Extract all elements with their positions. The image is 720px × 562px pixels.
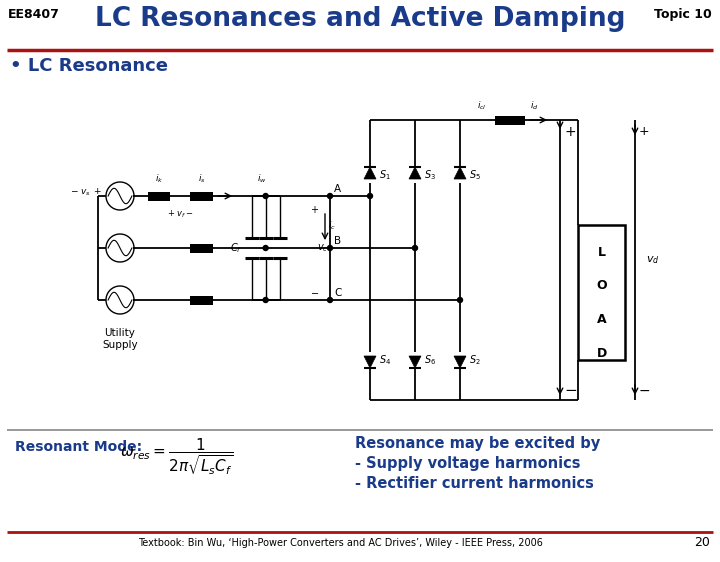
Text: $S_5$: $S_5$ bbox=[469, 168, 481, 182]
Text: $S_4$: $S_4$ bbox=[379, 353, 391, 367]
Text: Textbook: Bin Wu, ‘High-Power Converters and AC Drives’, Wiley - IEEE Press, 200: Textbook: Bin Wu, ‘High-Power Converters… bbox=[138, 538, 542, 548]
Text: $-$: $-$ bbox=[310, 287, 319, 297]
Text: +: + bbox=[564, 125, 575, 139]
Text: - Rectifier current harmonics: - Rectifier current harmonics bbox=[355, 476, 594, 491]
Text: Utility: Utility bbox=[104, 328, 135, 338]
Text: $i_d$: $i_d$ bbox=[530, 99, 539, 112]
Text: $S_1$: $S_1$ bbox=[379, 168, 391, 182]
Bar bbox=[578, 225, 625, 360]
Text: $S_6$: $S_6$ bbox=[424, 353, 436, 367]
Bar bbox=[190, 243, 213, 252]
Text: A: A bbox=[597, 313, 606, 326]
Bar bbox=[190, 192, 213, 201]
Circle shape bbox=[263, 246, 268, 251]
Text: $+$: $+$ bbox=[310, 204, 319, 215]
Circle shape bbox=[263, 297, 268, 302]
Bar bbox=[148, 192, 170, 201]
Text: Supply: Supply bbox=[102, 340, 138, 350]
Polygon shape bbox=[364, 356, 376, 368]
Circle shape bbox=[457, 297, 462, 302]
Polygon shape bbox=[409, 356, 421, 368]
Text: $v_c$: $v_c$ bbox=[317, 242, 328, 254]
Text: B: B bbox=[334, 236, 341, 246]
Polygon shape bbox=[454, 167, 466, 179]
Circle shape bbox=[328, 297, 333, 302]
Text: LC Resonances and Active Damping: LC Resonances and Active Damping bbox=[95, 6, 625, 32]
Text: O: O bbox=[596, 279, 607, 292]
Text: - Supply voltage harmonics: - Supply voltage harmonics bbox=[355, 456, 580, 471]
Text: 20: 20 bbox=[694, 536, 710, 549]
Text: −: − bbox=[639, 384, 651, 398]
Circle shape bbox=[328, 193, 333, 198]
Text: +: + bbox=[639, 125, 649, 138]
Bar bbox=[495, 116, 525, 125]
Text: D: D bbox=[596, 347, 607, 360]
Text: $-\ v_s\ +$: $-\ v_s\ +$ bbox=[71, 187, 103, 198]
Text: Resonant Mode:: Resonant Mode: bbox=[15, 440, 142, 454]
Circle shape bbox=[367, 193, 372, 198]
Text: $S_3$: $S_3$ bbox=[424, 168, 436, 182]
Text: • LC Resonance: • LC Resonance bbox=[10, 57, 168, 75]
Circle shape bbox=[263, 193, 268, 198]
Text: $S_2$: $S_2$ bbox=[469, 353, 481, 367]
Text: −: − bbox=[564, 383, 577, 398]
Bar bbox=[190, 296, 213, 305]
Text: $C_f$: $C_f$ bbox=[230, 241, 242, 255]
Polygon shape bbox=[364, 167, 376, 179]
Text: $\omega_{res} = \dfrac{1}{2\pi\sqrt{L_s C_f}}$: $\omega_{res} = \dfrac{1}{2\pi\sqrt{L_s … bbox=[120, 436, 233, 477]
Text: Resonance may be excited by: Resonance may be excited by bbox=[355, 436, 600, 451]
Text: EE8407: EE8407 bbox=[8, 8, 60, 21]
Text: $i_k$: $i_k$ bbox=[155, 173, 163, 185]
Text: Topic 10: Topic 10 bbox=[654, 8, 712, 21]
Text: $v_d$: $v_d$ bbox=[647, 254, 660, 266]
Text: $i_w$: $i_w$ bbox=[256, 173, 266, 185]
Polygon shape bbox=[454, 356, 466, 368]
Text: $i_{cl}$: $i_{cl}$ bbox=[477, 99, 487, 112]
Text: A: A bbox=[334, 184, 341, 194]
Text: $+\ v_f -$: $+\ v_f -$ bbox=[166, 208, 194, 220]
Text: $i_s$: $i_s$ bbox=[198, 173, 205, 185]
Text: $i_c$: $i_c$ bbox=[328, 220, 336, 232]
Polygon shape bbox=[409, 167, 421, 179]
Text: L: L bbox=[598, 246, 606, 259]
Circle shape bbox=[328, 246, 333, 251]
Text: C: C bbox=[334, 288, 341, 298]
Circle shape bbox=[413, 246, 418, 251]
